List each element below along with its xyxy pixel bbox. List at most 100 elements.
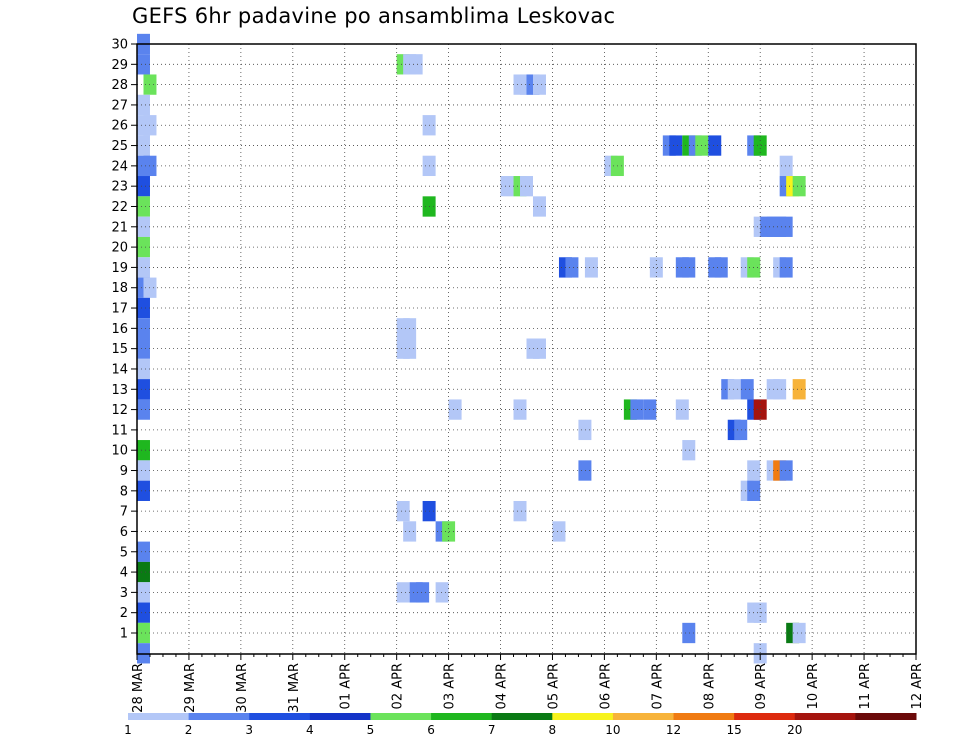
colorbar-swatch	[309, 713, 371, 720]
y-tick-label: 14	[111, 362, 128, 377]
heatmap-cell	[137, 236, 150, 258]
y-tick-label: 8	[120, 484, 128, 499]
heatmap-cell	[137, 94, 150, 116]
y-tick-label: 19	[111, 261, 128, 276]
colorbar-label: 1	[124, 723, 132, 737]
y-tick-label: 29	[111, 58, 128, 73]
x-axis: 28 MAR 29 MAR 30 MAR 31 MAR 01 APR 02 APR 03 A…	[131, 654, 925, 713]
y-tick-label: 6	[120, 525, 128, 540]
heatmap-cell	[513, 399, 527, 420]
x-tick-label: 30 MAR	[235, 663, 250, 713]
colorbar-label: 10	[605, 723, 620, 737]
y-tick-label: 18	[111, 281, 128, 296]
colorbar-swatch	[370, 713, 432, 720]
heatmap-cell	[779, 257, 793, 278]
colorbar-label: 12	[666, 723, 681, 737]
y-tick-label: 25	[111, 139, 128, 154]
y-tick-label: 1	[120, 627, 128, 642]
heatmap-cell	[708, 135, 722, 156]
y-tick-label: 28	[111, 78, 128, 93]
x-tick-label: 02 APR	[391, 663, 406, 709]
heatmap-cell	[532, 196, 546, 217]
colorbar-swatch	[612, 713, 675, 720]
colorbar-swatch	[491, 713, 553, 720]
heatmap-cell	[792, 622, 806, 644]
y-tick-label: 23	[111, 180, 128, 195]
x-tick-label: 12 APR	[910, 663, 925, 709]
heatmap-cell	[137, 561, 150, 583]
heatmap-cell	[520, 176, 533, 197]
colorbar-label: 4	[306, 723, 314, 737]
heatmap-cell	[675, 399, 689, 420]
heatmap-cell	[682, 257, 696, 278]
heatmap-cell	[513, 500, 527, 522]
y-tick-label: 2	[120, 606, 128, 621]
heatmap-cell	[137, 318, 150, 339]
heatmap-cell	[409, 54, 423, 75]
heatmap-cell	[552, 521, 566, 542]
heatmap-cell	[727, 379, 741, 400]
x-tick-label: 05 APR	[546, 663, 561, 709]
colorbar-swatch	[855, 713, 917, 720]
y-tick-label: 22	[111, 200, 128, 215]
colorbar-swatch	[128, 713, 190, 720]
heatmap-cell	[578, 460, 592, 481]
x-tick-label: 11 APR	[858, 663, 873, 709]
heatmap-cell	[740, 379, 754, 400]
heatmap-cell	[137, 176, 150, 197]
y-tick-label: 15	[111, 342, 128, 357]
x-tick-label: 29 MAR	[183, 663, 198, 713]
x-tick-label: 10 APR	[806, 663, 821, 709]
heatmap-cell	[137, 196, 150, 217]
heatmap-cell	[137, 338, 150, 359]
heatmap-cell	[137, 602, 150, 623]
heatmap-cell	[137, 297, 150, 319]
heatmap-cell	[792, 176, 806, 197]
x-tick-label: 06 APR	[598, 663, 613, 709]
heatmap-cell	[442, 521, 456, 542]
y-tick-label: 3	[120, 586, 128, 601]
heatmap-cell	[396, 582, 410, 603]
heatmap-cell	[578, 419, 592, 441]
colorbar-legend: 1 2 3 4 5 6 7 8 10 12 15 20	[124, 713, 917, 737]
heatmap-cell	[779, 460, 793, 481]
y-tick-label: 12	[111, 403, 128, 418]
heatmap-cell	[137, 460, 150, 481]
heatmap-cell	[137, 622, 150, 644]
y-tick-label: 11	[111, 423, 128, 438]
heatmap-cell	[416, 582, 430, 603]
colorbar-label: 6	[427, 723, 435, 737]
y-tick-label: 30	[111, 38, 128, 53]
x-tick-label: 31 MAR	[287, 663, 302, 713]
heatmap-cell	[734, 419, 748, 441]
heatmap-cell	[137, 541, 150, 562]
y-tick-label: 13	[111, 383, 128, 398]
colorbar-label: 20	[787, 723, 802, 737]
x-tick-label: 04 APR	[495, 663, 510, 709]
heatmap-cell	[137, 399, 150, 420]
y-tick-label: 17	[111, 302, 128, 317]
y-tick-label: 7	[120, 505, 128, 520]
colorbar-label: 8	[548, 723, 556, 737]
heatmap-cell	[137, 440, 150, 461]
x-tick-label: 07 APR	[650, 663, 665, 709]
heatmap-cell	[137, 480, 150, 501]
y-tick-label: 16	[111, 322, 128, 337]
heatmap-cell	[669, 135, 683, 156]
heatmap-cell	[500, 176, 514, 197]
colorbar-label: 3	[245, 723, 253, 737]
y-tick-label: 10	[111, 444, 128, 459]
grid-lines	[137, 44, 916, 654]
x-tick-label: 08 APR	[702, 663, 717, 709]
colorbar-swatch	[673, 713, 735, 720]
heatmap-cell	[137, 54, 150, 75]
y-tick-label: 27	[111, 98, 128, 113]
heatmap-cell	[532, 74, 546, 95]
heatmap-cell	[137, 257, 150, 278]
colorbar-label: 5	[367, 723, 375, 737]
heatmap-cell	[753, 399, 767, 420]
heatmap-cell	[448, 399, 462, 420]
y-tick-label: 26	[111, 119, 128, 134]
colorbar-swatch	[552, 713, 614, 720]
y-tick-label: 20	[111, 241, 128, 256]
